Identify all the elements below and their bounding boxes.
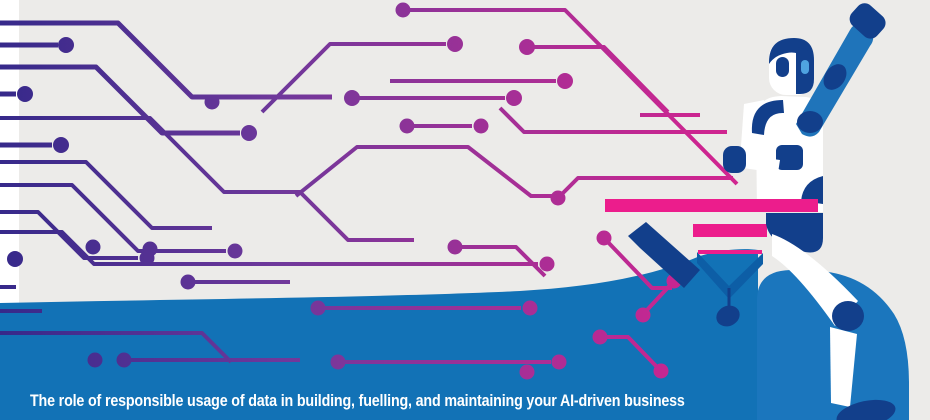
robot-shoulder-joint — [797, 111, 823, 133]
circuit-pattern-bottom — [0, 230, 682, 380]
robot-raised-fist — [849, 3, 886, 39]
robot-elbow-band — [823, 64, 847, 90]
robot-shin — [830, 327, 857, 407]
robot-eye-icon — [776, 57, 789, 77]
robot-front-thigh — [772, 234, 858, 326]
robot-shoulder-band — [751, 100, 784, 135]
pink-bar-small — [693, 224, 767, 237]
robot-left-forearm — [736, 154, 780, 173]
robot-ear-light-icon — [801, 60, 809, 74]
banner-headline: The role of responsible usage of data in… — [30, 391, 685, 410]
pink-line-thin — [698, 250, 762, 254]
robot-head-cap — [769, 38, 814, 66]
robot-chest-panel — [776, 145, 803, 170]
blue-wave — [0, 249, 758, 420]
robot-left-fist — [723, 146, 746, 173]
pink-bar-large — [605, 199, 818, 212]
robot-figure — [628, 3, 896, 420]
circuit-pattern-top — [0, 2, 739, 290]
robot-back-leg — [628, 222, 700, 288]
leg-shadow-pendant — [697, 252, 763, 327]
robot-knee-joint — [832, 301, 864, 331]
robot-foot — [836, 399, 896, 420]
robot-waist-panel — [801, 176, 823, 204]
